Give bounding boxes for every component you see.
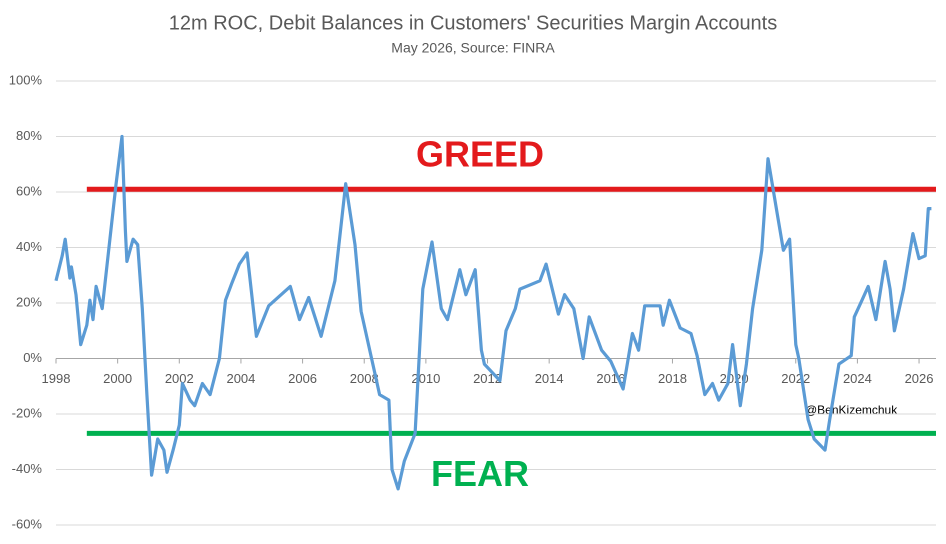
- y-tick-label: -60%: [12, 516, 43, 531]
- series-line: [54, 134, 932, 491]
- x-tick-label: 2010: [411, 371, 440, 386]
- y-tick-label: 0%: [23, 350, 42, 365]
- chart-title: 12m ROC, Debit Balances in Customers' Se…: [169, 12, 778, 34]
- x-tick-label: 2006: [288, 371, 317, 386]
- y-tick-label: 80%: [16, 128, 42, 143]
- chart-subtitle: May 2026, Source: FINRA: [391, 40, 555, 56]
- y-tick-label: 100%: [9, 72, 43, 87]
- x-tick-label: 2008: [350, 371, 379, 386]
- y-tick-label: -20%: [12, 405, 43, 420]
- x-tick-label: 2000: [103, 371, 132, 386]
- y-tick-label: -40%: [12, 461, 43, 476]
- y-tick-label: 60%: [16, 183, 42, 198]
- annotation: @BenKizemchuk: [805, 403, 898, 417]
- x-tick-label: 2014: [535, 371, 564, 386]
- reference-label: GREED: [416, 134, 544, 175]
- x-tick-label: 2026: [905, 371, 934, 386]
- x-tick-label: 2024: [843, 371, 872, 386]
- y-tick-label: 20%: [16, 294, 42, 309]
- x-tick-label: 2004: [226, 371, 255, 386]
- y-tick-label: 40%: [16, 239, 42, 254]
- x-tick-label: 2018: [658, 371, 687, 386]
- reference-label: FEAR: [431, 453, 529, 494]
- x-tick-label: 2002: [165, 371, 194, 386]
- x-tick-label: 1998: [42, 371, 71, 386]
- x-tick-label: 2022: [781, 371, 810, 386]
